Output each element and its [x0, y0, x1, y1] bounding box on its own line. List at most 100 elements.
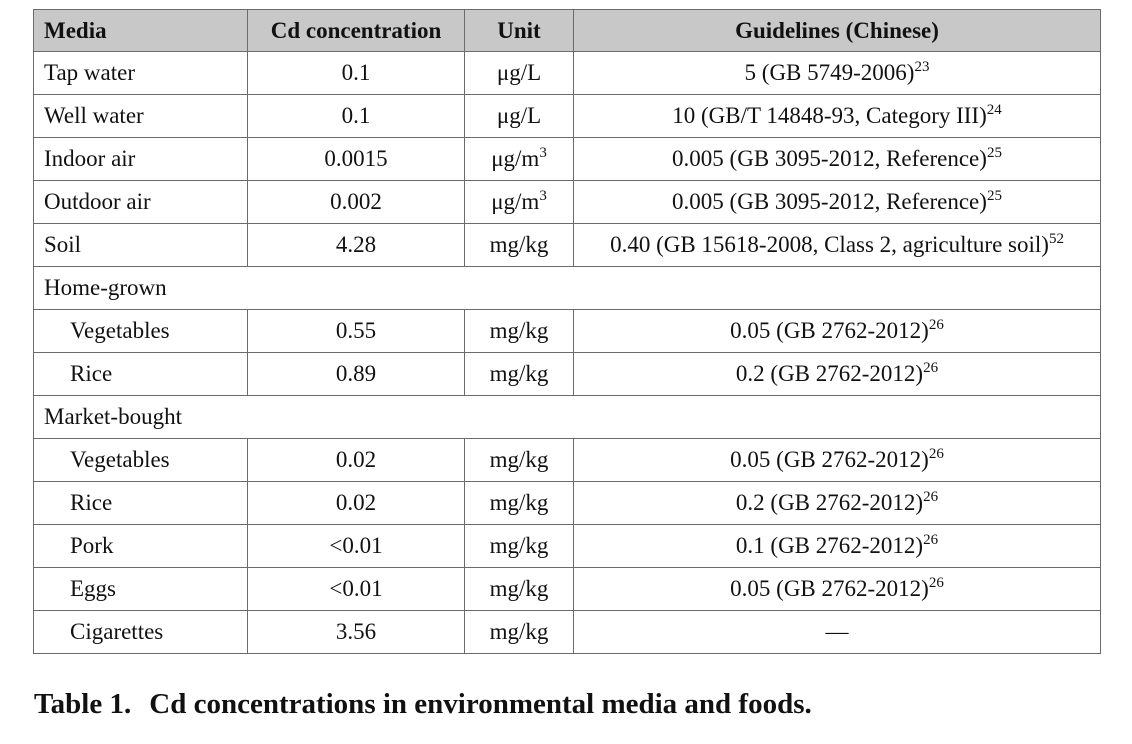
cell-guideline: 5 (GB 5749-2006)23	[573, 51, 1101, 95]
cell-concentration: 0.1	[247, 51, 465, 95]
cell-media: Vegetables	[33, 438, 248, 482]
unit-text: μg/m	[491, 146, 540, 171]
cell-guideline: 10 (GB/T 14848-93, Category III)24	[573, 94, 1101, 138]
cell-unit: mg/kg	[464, 610, 574, 654]
cell-media: Cigarettes	[33, 610, 248, 654]
reference-superscript: 52	[1048, 231, 1064, 247]
table-caption: Table 1. Cd concentrations in environment…	[34, 688, 812, 721]
cell-unit: mg/kg	[464, 223, 574, 267]
guideline-text: 0.05 (GB 2762-2012)	[730, 576, 929, 601]
guideline-text: 0.40 (GB 15618-2008, Class 2, agricultur…	[610, 232, 1049, 257]
table-row: Vegetables 0.02 mg/kg 0.05 (GB 2762-2012…	[33, 438, 1101, 482]
cell-media: Pork	[33, 524, 248, 568]
reference-superscript: 26	[923, 532, 939, 548]
caption-text: Cd concentrations in environmental media…	[149, 688, 812, 720]
cell-unit: mg/kg	[464, 481, 574, 525]
table-row: Outdoor air 0.002 μg/m3 0.005 (GB 3095-2…	[33, 180, 1101, 224]
cell-media: Eggs	[33, 567, 248, 611]
table-row: Soil 4.28 mg/kg 0.40 (GB 15618-2008, Cla…	[33, 223, 1101, 267]
cell-concentration: 3.56	[247, 610, 465, 654]
table-row: Rice 0.89 mg/kg 0.2 (GB 2762-2012)26	[33, 352, 1101, 396]
cell-concentration: 0.89	[247, 352, 465, 396]
table-row: Indoor air 0.0015 μg/m3 0.005 (GB 3095-2…	[33, 137, 1101, 181]
cell-unit: mg/kg	[464, 438, 574, 482]
cell-media: Outdoor air	[33, 180, 248, 224]
reference-superscript: 26	[923, 489, 939, 505]
reference-superscript: 23	[914, 59, 930, 75]
cell-media: Rice	[33, 352, 248, 396]
cell-media: Tap water	[33, 51, 248, 95]
cell-guideline: 0.005 (GB 3095-2012, Reference)25	[573, 137, 1101, 181]
cell-concentration: 0.0015	[247, 137, 465, 181]
cell-guideline: 0.40 (GB 15618-2008, Class 2, agricultur…	[573, 223, 1101, 267]
cell-guideline: 0.05 (GB 2762-2012)26	[573, 309, 1101, 353]
unit-text: μg/m	[491, 189, 540, 214]
group-header-row: Home-grown	[33, 266, 1101, 310]
reference-superscript: 25	[986, 188, 1002, 204]
guideline-text: 0.2 (GB 2762-2012)	[735, 490, 924, 515]
table-row: Vegetables 0.55 mg/kg 0.05 (GB 2762-2012…	[33, 309, 1101, 353]
cell-unit: mg/kg	[464, 352, 574, 396]
cell-guideline: 0.005 (GB 3095-2012, Reference)25	[573, 180, 1101, 224]
table-row: Well water 0.1 μg/L 10 (GB/T 14848-93, C…	[33, 94, 1101, 138]
cell-concentration: <0.01	[247, 524, 465, 568]
cell-guideline: 0.2 (GB 2762-2012)26	[573, 352, 1101, 396]
header-media: Media	[33, 9, 248, 52]
guideline-text: 10 (GB/T 14848-93, Category III)	[672, 103, 987, 128]
cell-media: Rice	[33, 481, 248, 525]
cell-concentration: 0.02	[247, 481, 465, 525]
guideline-text: 0.1 (GB 2762-2012)	[735, 533, 924, 558]
guideline-text: 0.05 (GB 2762-2012)	[730, 318, 929, 343]
cell-guideline: 0.05 (GB 2762-2012)26	[573, 438, 1101, 482]
unit-superscript: 3	[539, 145, 547, 161]
reference-superscript: 26	[928, 446, 944, 462]
cell-media: Soil	[33, 223, 248, 267]
table-row: Rice 0.02 mg/kg 0.2 (GB 2762-2012)26	[33, 481, 1101, 525]
reference-superscript: 26	[928, 575, 944, 591]
group-header-row: Market-bought	[33, 395, 1101, 439]
guideline-text: 0.05 (GB 2762-2012)	[730, 447, 929, 472]
header-guidelines: Guidelines (Chinese)	[573, 9, 1101, 52]
data-table-container: Media Cd concentration Unit Guidelines (…	[33, 9, 1101, 654]
guideline-text: 0.2 (GB 2762-2012)	[735, 361, 924, 386]
unit-text: μg/L	[496, 60, 542, 85]
table-row: Eggs <0.01 mg/kg 0.05 (GB 2762-2012)26	[33, 567, 1101, 611]
unit-text: mg/kg	[489, 232, 549, 257]
cell-guideline: —	[573, 610, 1101, 654]
guideline-text: 5 (GB 5749-2006)	[744, 60, 915, 85]
caption-number: Table 1.	[34, 688, 132, 720]
cell-concentration: 0.02	[247, 438, 465, 482]
table-row: Cigarettes 3.56 mg/kg —	[33, 610, 1101, 654]
reference-superscript: 26	[923, 360, 939, 376]
cell-guideline: 0.2 (GB 2762-2012)26	[573, 481, 1101, 525]
cell-unit: μg/m3	[464, 180, 574, 224]
header-cd-concentration: Cd concentration	[247, 9, 465, 52]
guideline-text: 0.005 (GB 3095-2012, Reference)	[672, 146, 987, 171]
unit-text: μg/L	[496, 103, 542, 128]
cell-concentration: 0.002	[247, 180, 465, 224]
cell-concentration: 4.28	[247, 223, 465, 267]
table-row: Pork <0.01 mg/kg 0.1 (GB 2762-2012)26	[33, 524, 1101, 568]
unit-superscript: 3	[539, 188, 547, 204]
cell-unit: μg/m3	[464, 137, 574, 181]
cell-concentration: 0.55	[247, 309, 465, 353]
cd-concentration-table: Media Cd concentration Unit Guidelines (…	[33, 9, 1101, 654]
cell-unit: μg/L	[464, 94, 574, 138]
header-unit: Unit	[464, 9, 574, 52]
cell-unit: mg/kg	[464, 567, 574, 611]
cell-guideline: 0.05 (GB 2762-2012)26	[573, 567, 1101, 611]
table-header-row: Media Cd concentration Unit Guidelines (…	[33, 9, 1101, 52]
reference-superscript: 25	[986, 145, 1002, 161]
cell-unit: μg/L	[464, 51, 574, 95]
guideline-text: 0.005 (GB 3095-2012, Reference)	[672, 189, 987, 214]
group-label-home-grown: Home-grown	[33, 266, 1101, 310]
cell-guideline: 0.1 (GB 2762-2012)26	[573, 524, 1101, 568]
cell-unit: mg/kg	[464, 524, 574, 568]
cell-concentration: 0.1	[247, 94, 465, 138]
cell-media: Vegetables	[33, 309, 248, 353]
group-label-market-bought: Market-bought	[33, 395, 1101, 439]
reference-superscript: 26	[928, 317, 944, 333]
cell-media: Indoor air	[33, 137, 248, 181]
guideline-text: —	[825, 619, 849, 644]
cell-concentration: <0.01	[247, 567, 465, 611]
